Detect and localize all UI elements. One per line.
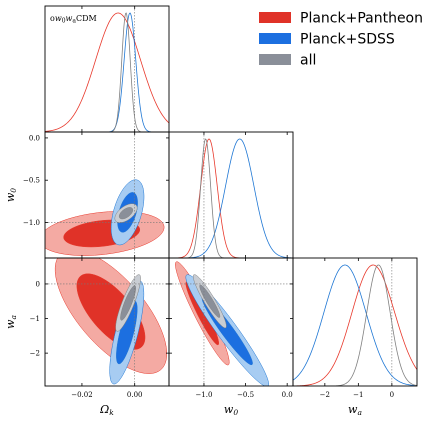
x-tick-label: −1.0 [195,391,212,399]
label-layer: −0.02 0.00 −1.0 −0.5 0.0 −2 −1 0 −1.0 −0.5 0.0 −2 −1… [4,14,394,417]
contour-inner-all [199,284,221,318]
y-tick-label: −1 [30,315,40,323]
legend-label-planck-sdss: Planck+SDSS [300,32,395,48]
panel-frame [168,131,294,259]
y-tick-label: −2 [30,350,40,358]
axis-label: w0 [4,188,18,202]
legend-swatch-planck-sdss [259,33,291,44]
marginal-panel-w0 [169,132,293,258]
x-tick-label: −1 [353,391,363,399]
legend-label-planck-pantheon: Planck+Pantheon [300,11,423,27]
y-tick-label: 0 [36,280,40,288]
x-tick-label: −0.02 [71,391,92,399]
panel-frame [292,257,418,387]
contour-panel-w0_vs_omk [45,132,169,258]
x-tick-label: −2 [320,391,330,399]
y-tick-label: 0.0 [29,134,40,142]
legend: Planck+Pantheon Planck+SDSS all [259,11,423,69]
legend-label-all: all [300,53,316,69]
marginal-layer [45,6,417,386]
contour-inner-all [118,207,134,220]
contour-panel-wa_vs_w0 [169,258,293,386]
contour-layer [45,132,293,386]
marginal-planck-pantheon [293,264,417,386]
marginal-all [45,12,169,132]
legend-swatch-planck-pantheon [259,12,291,23]
axis-label: w0 [224,403,238,417]
x-tick-label: 0.00 [127,391,143,399]
contour-panel-wa_vs_omk [45,258,169,386]
x-tick-label: 0.0 [282,391,293,399]
x-tick-label: 0 [390,391,394,399]
legend-swatch-all [259,54,291,65]
marginal-planck-pantheon [169,138,293,258]
panel-frame [44,5,170,133]
axis-label: Ωk [99,403,114,417]
marginal-planck-sdss [45,12,169,132]
marginal-planck-sdss [169,138,293,258]
frame-layer [44,5,418,387]
model-label: ow0waCDM [50,14,97,25]
y-tick-label: −1.0 [23,219,40,227]
marginal-all [169,138,293,258]
axis-label: wa [348,403,362,417]
axis-label: wa [4,315,18,329]
marginal-panel-omk [45,6,169,132]
marginal-planck-pantheon [45,12,169,132]
marginal-planck-sdss [293,264,417,386]
marginal-panel-wa [293,258,417,386]
y-tick-label: −0.5 [23,177,40,185]
x-tick-label: −0.5 [237,391,254,399]
marginal-all [293,264,417,386]
